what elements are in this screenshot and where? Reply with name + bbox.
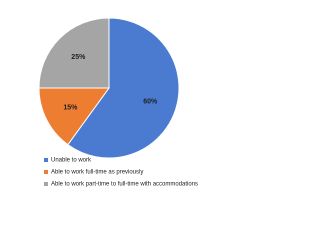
- value-label: 60%: [143, 98, 158, 105]
- legend-label: Unable to work: [51, 158, 92, 164]
- legend-marker: [44, 170, 48, 174]
- pie-slice: [38, 87, 110, 146]
- legend-marker: [44, 182, 48, 186]
- legend-label: Able to work full-time as previously: [51, 170, 143, 176]
- legend-marker: [44, 158, 48, 162]
- value-label: 25%: [71, 54, 86, 61]
- pie-slice: [38, 17, 110, 89]
- legend-label: Able to work part-time to full-time with…: [51, 182, 198, 188]
- chart: 60% 15% 25% Unable to work Able to work full…: [38, 17, 198, 188]
- value-label: 15%: [63, 105, 78, 112]
- pie-slice: [67, 17, 180, 159]
